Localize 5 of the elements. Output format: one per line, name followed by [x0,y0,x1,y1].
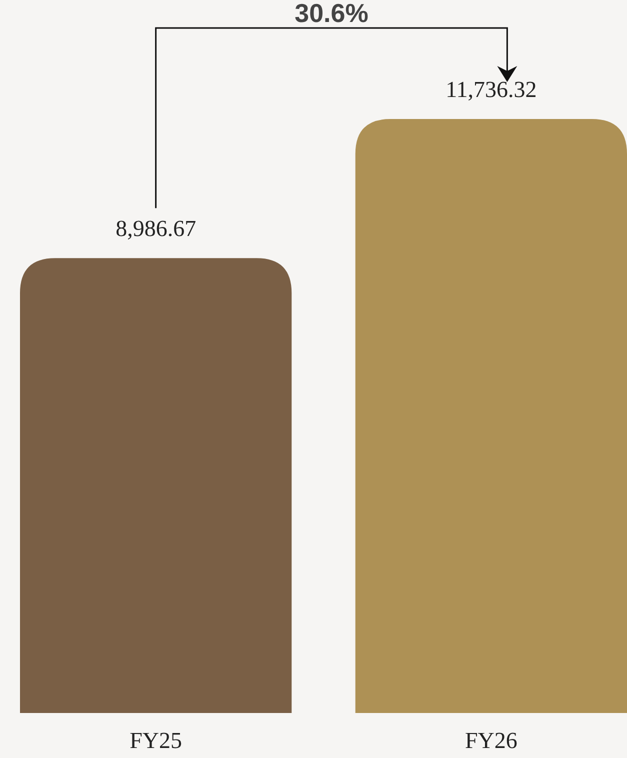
data-label: 11,736.32 [446,77,537,102]
x-tick-label: FY25 [130,728,182,753]
text: 30.6% [294,0,368,28]
x-tick-label: FY26 [464,728,518,753]
data-label: 8,986.67 [116,216,196,242]
